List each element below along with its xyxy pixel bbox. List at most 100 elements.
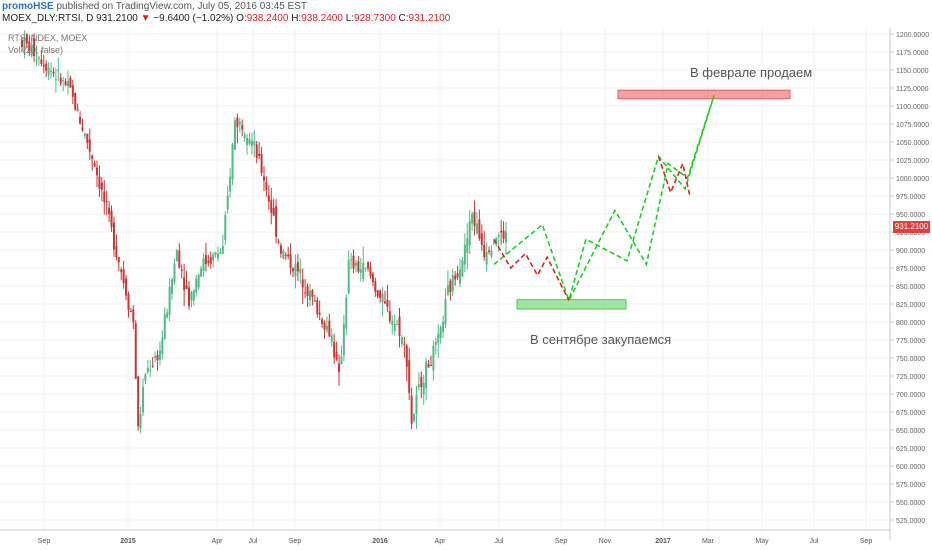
x-tick-label: Jul (810, 538, 819, 545)
candle-body (396, 323, 399, 325)
candle-body (69, 77, 72, 88)
high-value: 938.2400 (301, 13, 343, 24)
candle-body (480, 233, 483, 245)
candle-body (367, 262, 370, 269)
candle-body (321, 319, 324, 324)
y-tick-label: 975.0000 (896, 194, 925, 201)
y-tick-label: 725.0000 (896, 374, 925, 381)
candle-body (197, 274, 200, 288)
candle-body (386, 299, 389, 307)
y-tick-label: 1175.0000 (896, 50, 929, 57)
volume-legend[interactable]: Vol (20, false) (8, 45, 64, 55)
candle-body (306, 286, 309, 297)
y-tick-label: 625.0000 (896, 446, 925, 453)
candle-body (263, 176, 265, 181)
publish-info: promoHSE published on TradingView.com, J… (2, 1, 307, 13)
candle-body (83, 133, 86, 136)
y-tick-label: 675.0000 (896, 410, 925, 417)
time-axis: Sep 2015 Apr Jul Sep 2016 Apr Jul Sep Nov 2017 Mar M… (38, 538, 873, 545)
candle-body (175, 250, 178, 262)
candle-body (74, 92, 77, 110)
candle-body (195, 278, 198, 293)
candle-body (330, 335, 333, 342)
y-tick-label: 1200.0000 (896, 32, 929, 39)
candle-body (299, 268, 302, 274)
candle-body (241, 125, 244, 130)
x-tick-label: Jul (249, 538, 258, 545)
buy-annotation[interactable]: В сентябре закупаемся (530, 332, 672, 347)
candle-body (417, 384, 420, 388)
candle-body (444, 299, 447, 325)
y-tick-label: 600.0000 (896, 464, 925, 471)
candle-body (384, 301, 386, 304)
candle-body (413, 413, 416, 422)
candle-body (50, 70, 53, 72)
candle-body (79, 116, 82, 124)
candle-body (98, 176, 101, 189)
candle-body (108, 207, 111, 215)
candle-body (180, 269, 183, 271)
candle-body (437, 333, 440, 344)
candle-body (166, 312, 169, 318)
chart-grid (0, 28, 890, 530)
candle-body (23, 37, 26, 54)
candle-body (103, 191, 106, 203)
candle-body (342, 324, 345, 356)
candle-body (146, 367, 149, 372)
candle-body (442, 321, 445, 332)
candle-body (253, 141, 256, 146)
author-name[interactable]: promoHSE (2, 1, 54, 12)
candle-body (224, 214, 227, 240)
candle-body (301, 279, 304, 288)
candle-body (429, 364, 432, 366)
candle-body (357, 261, 360, 272)
forecast-red-path-2 (657, 156, 691, 197)
sell-annotation[interactable]: В феврале продаем (690, 65, 813, 80)
candle-body (328, 320, 331, 337)
forecast-red-path (493, 238, 570, 301)
candle-body (25, 34, 28, 44)
candle-body (226, 195, 229, 210)
candle-body (129, 310, 132, 312)
candle-body (374, 281, 377, 292)
candle-body (105, 201, 108, 203)
candle-body (381, 293, 384, 303)
candle-body (229, 176, 232, 192)
y-tick-label: 700.0000 (896, 392, 925, 399)
candle-body (323, 322, 326, 330)
candle-body (369, 266, 372, 277)
candle-body (408, 360, 411, 393)
candle-body (354, 262, 357, 266)
candle-body (488, 250, 491, 252)
candle-body (473, 211, 476, 226)
candle-body (267, 195, 270, 202)
candle-body (139, 414, 142, 429)
candle-body (54, 79, 57, 81)
sell-zone (617, 89, 791, 100)
y-tick-label: 875.0000 (896, 266, 925, 273)
y-tick-label: 800.0000 (896, 320, 925, 327)
candle-body (270, 200, 273, 213)
candle-body (432, 345, 435, 371)
candle-body (40, 59, 43, 64)
publish-text: published on TradingView.com, July 05, 2… (53, 1, 307, 12)
candle-body (294, 264, 297, 277)
candle-body (296, 262, 299, 272)
x-tick-label: Sep (555, 538, 568, 545)
candle-body (304, 292, 307, 294)
candle-body (156, 354, 159, 361)
candle-body (466, 238, 469, 254)
candle-body (485, 252, 488, 265)
candle-body (410, 395, 413, 424)
candle-body (30, 44, 33, 57)
candle-body (439, 327, 442, 339)
candle-body (248, 138, 251, 145)
series-legend[interactable]: RTS INDEX, MOEX (8, 33, 88, 43)
open-value: 938.2400 (246, 13, 289, 24)
candle-body (100, 182, 103, 190)
change-value: −9.6400 (−1.02%) (153, 13, 234, 24)
candle-body (144, 374, 147, 381)
candle-body (333, 342, 336, 358)
candle-body (350, 259, 353, 261)
